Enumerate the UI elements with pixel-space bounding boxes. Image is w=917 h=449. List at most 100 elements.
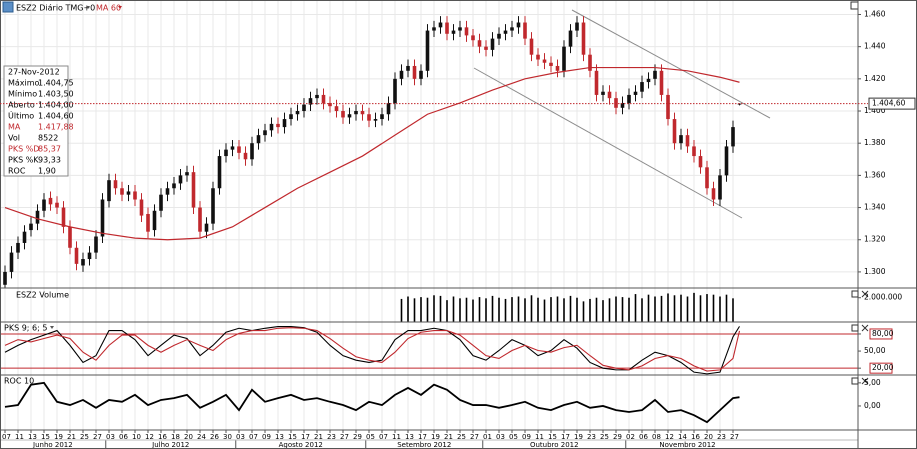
- candle-body: [204, 223, 209, 232]
- x-tick-label: 09: [262, 433, 271, 441]
- pane-close[interactable]: [861, 324, 869, 332]
- volume-bar: [719, 296, 721, 322]
- x-tick-label: 06: [639, 433, 648, 441]
- candle-body: [126, 191, 131, 195]
- candle-body: [185, 172, 189, 176]
- candle-body: [22, 231, 27, 243]
- info-value: 1.404,00: [38, 101, 74, 110]
- x-tick-label: 02: [626, 433, 635, 441]
- x-tick-label: 27: [93, 433, 102, 441]
- x-tick-label: 24: [197, 433, 206, 441]
- x-tick-label: 05: [509, 433, 518, 441]
- candle-body: [107, 180, 111, 202]
- volume-bar: [732, 298, 734, 322]
- y-tick-label: 1.300: [864, 267, 886, 276]
- candle-body: [620, 102, 625, 108]
- volume-bar: [595, 297, 598, 322]
- x-tick-label: 26: [210, 433, 219, 441]
- volume-bar: [712, 294, 715, 322]
- x-tick-label: 15: [41, 433, 50, 441]
- volume-bar: [680, 294, 682, 322]
- candle-body: [464, 27, 469, 36]
- info-value: 8522: [38, 134, 58, 143]
- x-tick-label: 30: [223, 433, 232, 441]
- volume-bar: [576, 297, 578, 322]
- volume-bar: [602, 300, 604, 322]
- pane-close[interactable]: [861, 377, 869, 385]
- x-tick-label: 21: [67, 433, 76, 441]
- x-tick-label: 06: [119, 433, 128, 441]
- y-tick-label: 1.420: [864, 74, 886, 83]
- candle-body: [191, 172, 196, 208]
- info-label: PKS %K: [8, 156, 39, 165]
- candle-body: [529, 38, 534, 55]
- pane-titles: ESZ2 Volume PKS 9; 6; 5 ROC 10: [4, 291, 69, 386]
- y-tick-label: 1.360: [864, 170, 886, 179]
- volume-bar: [556, 296, 559, 322]
- candle-body: [373, 119, 378, 121]
- candle-body: [510, 27, 514, 31]
- chart-title: ESZ2 Diário TMG+0: [16, 4, 95, 13]
- pane-control[interactable]: [851, 377, 859, 385]
- pane-control[interactable]: [851, 290, 859, 298]
- symbol-icon[interactable]: [2, 1, 14, 13]
- candle-body: [568, 30, 573, 47]
- candle-body: [484, 46, 488, 50]
- candle-body: [451, 30, 456, 34]
- candle-body: [607, 91, 612, 99]
- candle-body: [100, 199, 105, 237]
- x-tick-label: 25: [80, 433, 89, 441]
- last-price-tag: [868, 97, 916, 110]
- candle-body: [354, 111, 358, 115]
- dropdown-arrow[interactable]: [50, 326, 54, 329]
- volume-bar: [673, 295, 676, 322]
- candle-body: [29, 223, 33, 231]
- candle-body: [172, 183, 176, 189]
- volume-bar: [563, 298, 565, 322]
- candle-body: [334, 106, 339, 112]
- candle-body: [490, 38, 495, 50]
- volume-bar: [641, 298, 643, 322]
- candle-body: [165, 188, 170, 195]
- volume-bar: [498, 297, 500, 322]
- candle-body: [68, 226, 72, 248]
- x-tick-label: 21: [444, 433, 453, 441]
- candle-body: [16, 242, 20, 253]
- month-label: Junho 2012: [32, 441, 73, 449]
- candle-body: [256, 135, 261, 144]
- volume-bar: [634, 294, 637, 322]
- pane: [400, 292, 741, 322]
- candle-body: [653, 70, 657, 79]
- candle-body: [237, 146, 241, 153]
- volume-bar: [439, 295, 442, 322]
- candle-body: [178, 175, 183, 184]
- pane-control[interactable]: [851, 324, 859, 332]
- ma-label[interactable]: MA 60: [96, 4, 121, 13]
- pane-title: ROC 10: [4, 377, 34, 386]
- volume-bar: [400, 298, 403, 322]
- x-tick-label: 27: [340, 433, 349, 441]
- candle-body: [692, 146, 696, 157]
- x-tick-label: 27: [470, 433, 479, 441]
- level-tag: [869, 362, 893, 374]
- candle-body: [133, 191, 137, 200]
- x-tick-label: 07: [379, 433, 388, 441]
- candle-body: [536, 54, 540, 60]
- dropdown-arrow[interactable]: [118, 6, 122, 9]
- candle-body: [601, 91, 605, 95]
- candle-body: [74, 247, 79, 264]
- x-tick-label: 17: [301, 433, 310, 441]
- dropdown-arrow[interactable]: [86, 6, 90, 9]
- volume-bar: [413, 298, 416, 322]
- pane-control[interactable]: [850, 1, 859, 10]
- pane-close[interactable]: [861, 290, 869, 298]
- candle-body: [588, 54, 592, 71]
- candle-body: [542, 59, 547, 63]
- candle-body: [159, 194, 163, 211]
- candle-body: [250, 143, 254, 160]
- candle-body: [276, 123, 280, 128]
- candle-body: [315, 94, 319, 99]
- info-label: Vol: [8, 134, 20, 143]
- volume-bar: [491, 295, 494, 322]
- volume-bar: [582, 301, 585, 322]
